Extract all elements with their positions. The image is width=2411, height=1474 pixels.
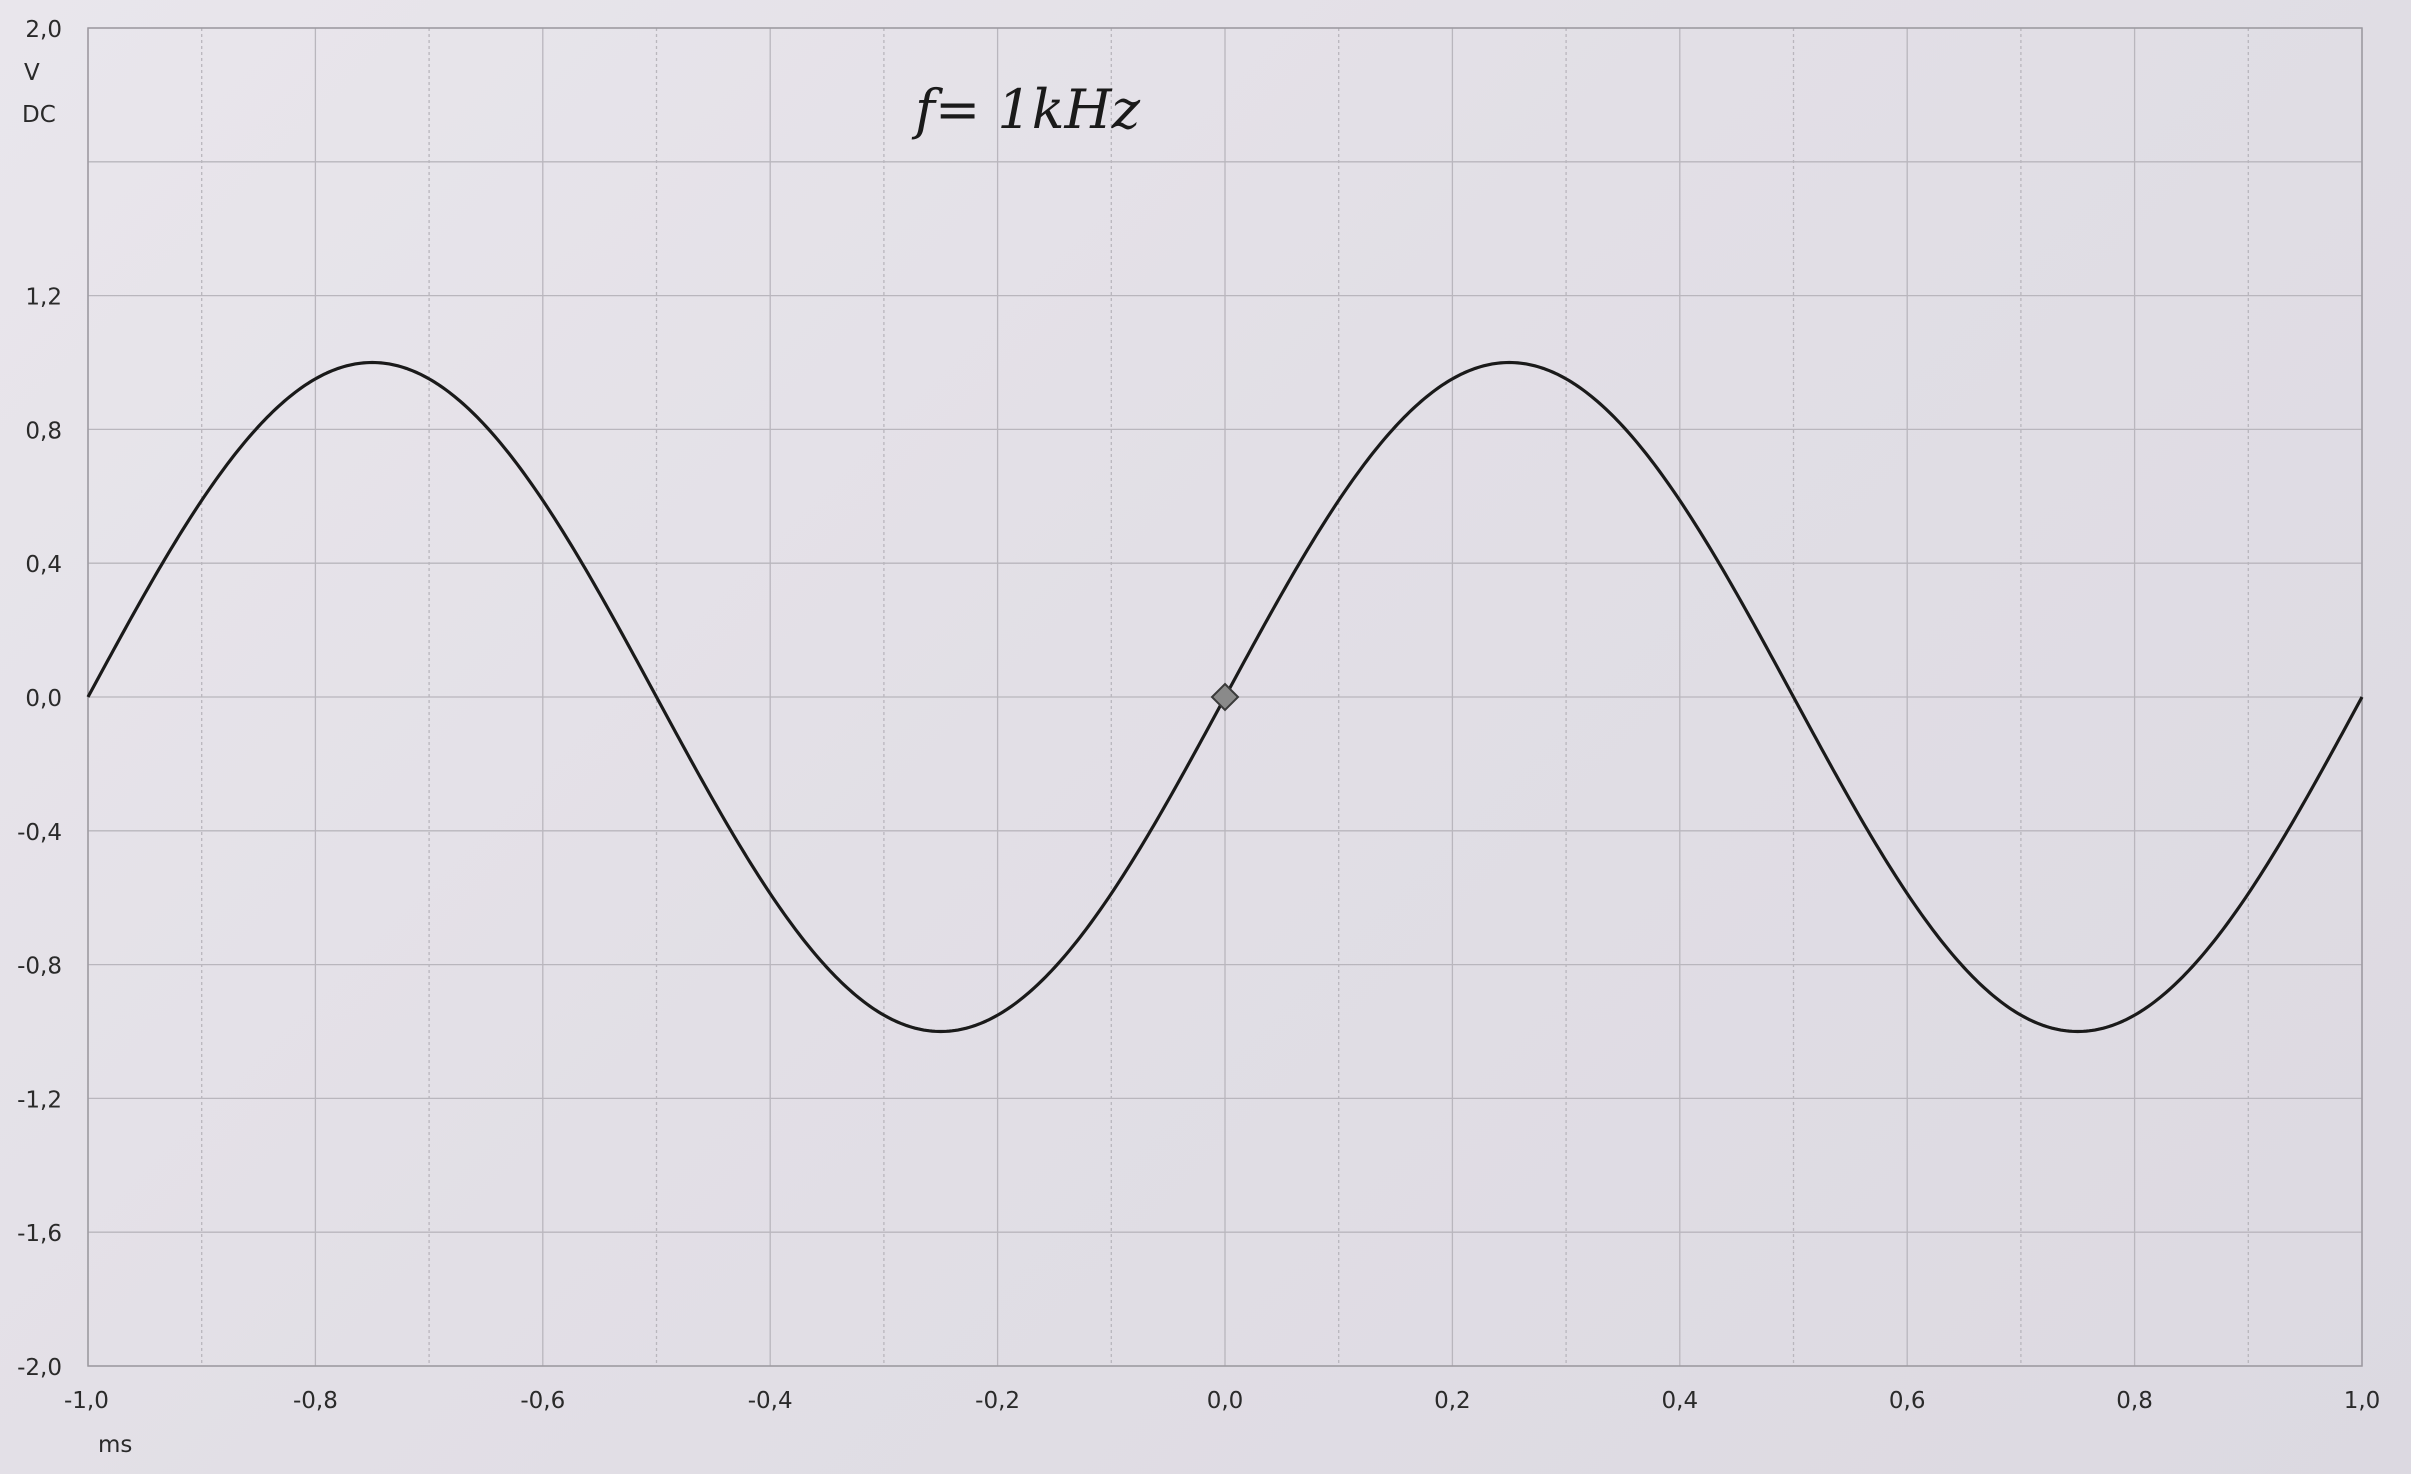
x-tick-label: 0,2 bbox=[1434, 1388, 1471, 1414]
y-tick-label: -1,6 bbox=[17, 1221, 62, 1247]
x-axis-unit-label: ms bbox=[98, 1432, 132, 1458]
x-tick-label: 1,0 bbox=[2344, 1388, 2381, 1414]
x-tick-label: 0,4 bbox=[1662, 1388, 1699, 1414]
x-tick-label: 0,8 bbox=[2116, 1388, 2153, 1414]
tick-labels: -1,0 -0,8 -0,6 -0,4 -0,2 0,0 0,2 0,4 0,6 0,8 1,0 2,… bbox=[17, 17, 2380, 1414]
x-tick-label: -1,0 bbox=[64, 1388, 109, 1414]
y-axis-coupling-label: DC bbox=[22, 102, 56, 128]
y-tick-label: 2,0 bbox=[25, 17, 62, 43]
plot-area bbox=[86, 360, 2364, 1034]
y-tick-label: 0,0 bbox=[25, 686, 62, 712]
handwritten-title: f= 1kHz bbox=[911, 78, 1141, 141]
y-tick-label: -2,0 bbox=[17, 1355, 62, 1381]
x-tick-label: -0,8 bbox=[293, 1388, 338, 1414]
x-tick-label: -0,2 bbox=[975, 1388, 1020, 1414]
x-tick-label: 0,6 bbox=[1889, 1388, 1926, 1414]
x-tick-label: 0,0 bbox=[1207, 1388, 1244, 1414]
y-tick-label: 0,8 bbox=[25, 418, 62, 444]
x-tick-label: -0,6 bbox=[520, 1388, 565, 1414]
y-tick-label: -0,4 bbox=[17, 820, 62, 846]
trigger-marker[interactable] bbox=[1210, 682, 1240, 712]
y-tick-label: 0,4 bbox=[25, 552, 62, 578]
y-tick-label: -0,8 bbox=[17, 954, 62, 980]
y-axis-unit-label: V bbox=[24, 60, 40, 86]
axis-labels: V DC ms bbox=[22, 60, 132, 1458]
y-tick-label: 1,2 bbox=[25, 285, 62, 311]
x-tick-label: -0,4 bbox=[748, 1388, 793, 1414]
y-tick-label: -1,2 bbox=[17, 1087, 62, 1113]
